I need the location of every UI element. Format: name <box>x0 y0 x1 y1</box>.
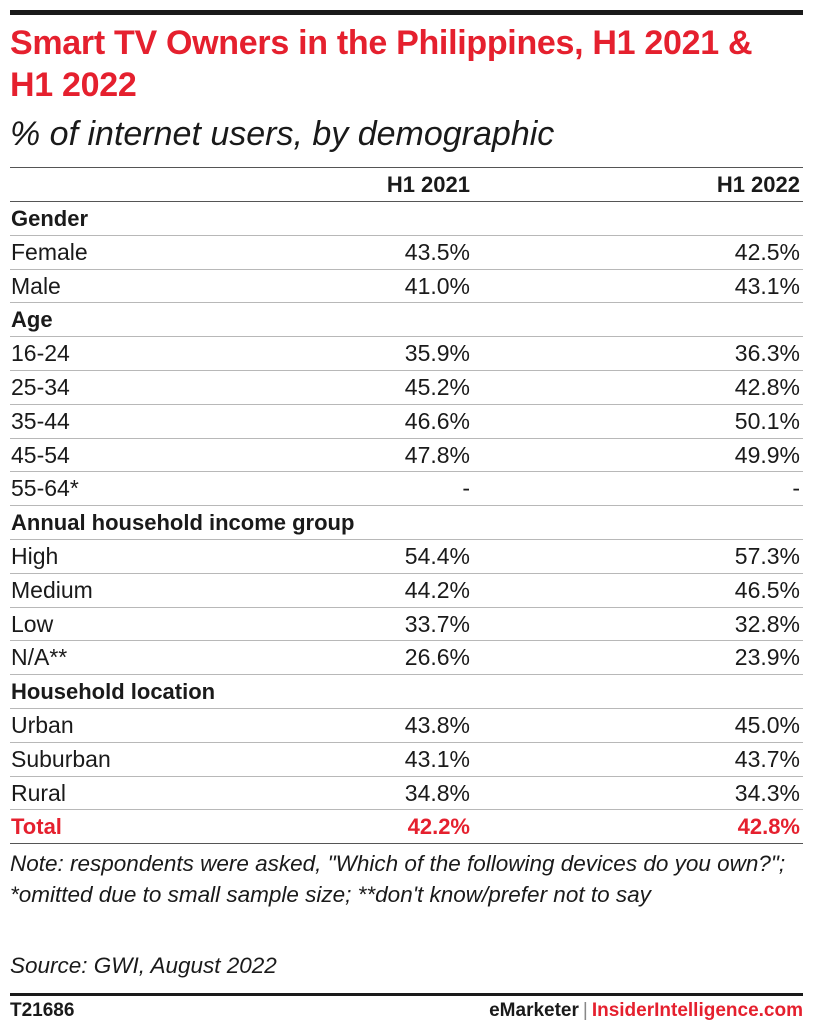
chart-title: Smart TV Owners in the Philippines, H1 2… <box>10 24 753 104</box>
brand-separator: | <box>582 1000 588 1021</box>
value-h1-2022: 43.7% <box>734 745 800 772</box>
value-h1-2022: 42.8% <box>737 814 800 840</box>
column-header-h1-2022: H1 2022 <box>716 172 800 197</box>
value-h1-2021: 41.0% <box>404 272 470 299</box>
value-h1-2021: 45.2% <box>404 373 470 400</box>
chart-source: Source: GWI, August 2022 <box>10 953 277 978</box>
value-h1-2021: 43.8% <box>404 711 470 738</box>
table-row: Rural 34.8% 34.3% <box>10 777 803 811</box>
value-h1-2021: 42.2% <box>407 814 470 840</box>
value-h1-2021: 44.2% <box>404 576 470 603</box>
value-h1-2022: 57.3% <box>734 542 800 569</box>
value-h1-2021: 43.5% <box>404 238 470 265</box>
table-row: 16-24 35.9% 36.3% <box>10 337 803 371</box>
section-row: Annual household income group <box>10 506 803 540</box>
table-top-rule <box>10 167 803 168</box>
row-label: Medium <box>11 576 93 603</box>
row-label: Suburban <box>11 745 111 772</box>
row-label: Low <box>11 610 54 637</box>
value-h1-2022: 34.3% <box>734 779 800 806</box>
section-row: Age <box>10 303 803 338</box>
value-h1-2021: 34.8% <box>404 779 470 806</box>
table-row: N/A** 26.6% 23.9% <box>10 641 803 676</box>
table-body: Gender Female 43.5% 42.5% Male 41.0% 43.1% Age 1… <box>10 202 803 845</box>
value-h1-2021: 54.4% <box>404 542 470 569</box>
value-h1-2022: 46.5% <box>734 576 800 603</box>
section-label: Annual household income group <box>11 510 355 536</box>
row-label: Female <box>11 238 88 265</box>
row-label: 25-34 <box>11 373 70 400</box>
section-label: Age <box>11 307 53 333</box>
value-h1-2022: 50.1% <box>734 407 800 434</box>
table-row: Urban 43.8% 45.0% <box>10 709 803 743</box>
value-h1-2021: 26.6% <box>404 644 470 671</box>
value-h1-2022: 36.3% <box>734 340 800 367</box>
column-header-h1-2021: H1 2021 <box>386 172 470 197</box>
row-label: 16-24 <box>11 340 70 367</box>
table-row: 35-44 46.6% 50.1% <box>10 405 803 439</box>
value-h1-2022: 23.9% <box>734 644 800 671</box>
value-h1-2022: 42.5% <box>734 238 800 265</box>
row-label: Urban <box>11 711 74 738</box>
value-h1-2021: 47.8% <box>404 441 470 468</box>
value-h1-2022: 42.8% <box>734 373 800 400</box>
row-label: 45-54 <box>11 441 70 468</box>
value-h1-2021: 46.6% <box>404 407 470 434</box>
total-row: Total 42.2% 42.8% <box>10 810 803 845</box>
row-label: Total <box>11 814 62 840</box>
data-table: H1 2021 H1 2022 Gender Female 43.5% 42.5% Ma… <box>10 168 803 845</box>
value-h1-2021: 33.7% <box>404 610 470 637</box>
table-row: 55-64* - - <box>10 472 803 507</box>
chart-subtitle: % of internet users, by demographic <box>10 115 555 153</box>
brand-emarketer: eMarketer <box>489 1000 579 1021</box>
section-row: Household location <box>10 675 803 709</box>
top-rule <box>10 10 803 15</box>
chart-id: T21686 <box>10 1000 75 1021</box>
row-label: High <box>11 542 59 569</box>
section-label: Household location <box>11 679 216 705</box>
value-h1-2021: 35.9% <box>404 340 470 367</box>
table-row: High 54.4% 57.3% <box>10 540 803 574</box>
table-header-row: H1 2021 H1 2022 <box>10 168 803 202</box>
table-row: 45-54 47.8% 49.9% <box>10 439 803 473</box>
table-row: Male 41.0% 43.1% <box>10 270 803 304</box>
row-label: Male <box>11 272 61 299</box>
row-label: 55-64* <box>11 475 79 502</box>
value-h1-2022: 49.9% <box>734 441 800 468</box>
bottom-rule <box>10 993 803 996</box>
row-label: N/A** <box>11 644 68 671</box>
value-h1-2021: 43.1% <box>404 745 470 772</box>
section-label: Gender <box>11 206 89 231</box>
row-label: 35-44 <box>11 407 70 434</box>
table-row: Medium 44.2% 46.5% <box>10 574 803 608</box>
value-h1-2022: - <box>792 475 800 502</box>
table-row: 25-34 45.2% 42.8% <box>10 371 803 405</box>
footer-brand: eMarketer | InsiderIntelligence.com <box>489 999 803 1023</box>
value-h1-2022: 43.1% <box>734 272 800 299</box>
brand-insider-intelligence: InsiderIntelligence.com <box>591 1000 803 1021</box>
value-h1-2022: 45.0% <box>734 711 800 738</box>
table-row: Suburban 43.1% 43.7% <box>10 743 803 777</box>
table-row: Low 33.7% 32.8% <box>10 608 803 642</box>
table-row: Female 43.5% 42.5% <box>10 236 803 270</box>
value-h1-2022: 32.8% <box>734 610 800 637</box>
section-row: Gender <box>10 202 803 236</box>
value-h1-2021: - <box>462 475 470 502</box>
row-label: Rural <box>11 779 66 806</box>
chart-note: Note: respondents were asked, "Which of … <box>10 851 786 907</box>
